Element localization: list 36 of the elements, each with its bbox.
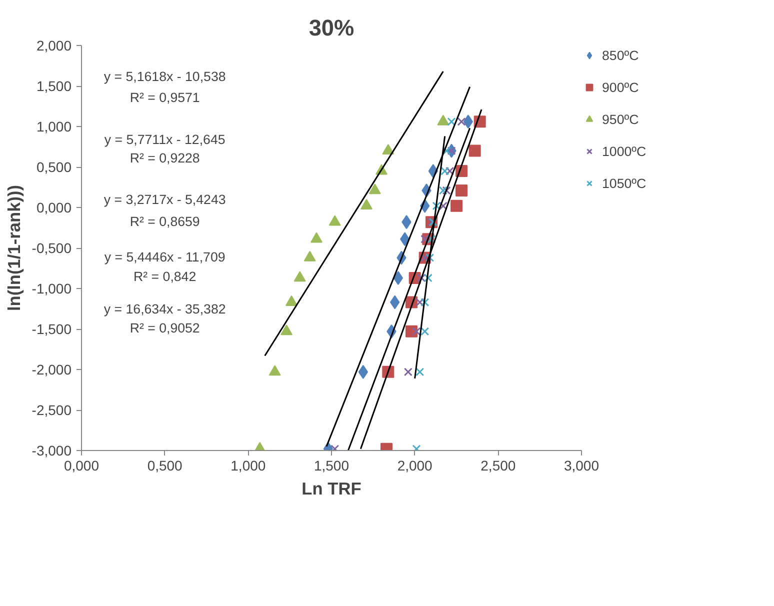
x-tick-label: 0,000 <box>64 458 100 474</box>
y-axis-title: ln(ln(1/1-rank))) <box>4 184 24 312</box>
x-tick-label: 2,500 <box>480 458 516 474</box>
annotation: R² = 0,9228 <box>130 150 200 166</box>
y-tick-label: 2,000 <box>36 38 72 54</box>
x-tick-label: 1,500 <box>314 458 350 474</box>
x-tick-label: 1,000 <box>230 458 266 474</box>
annotation: R² = 0,8659 <box>130 214 200 229</box>
y-tick-label: 0,000 <box>36 200 72 216</box>
annotation: y = 5,7711x - 12,645 <box>104 132 226 147</box>
annotation: R² = 0,842 <box>134 268 196 284</box>
y-tick-label: 1,500 <box>36 78 72 94</box>
legend-label: 950ºC <box>602 112 639 126</box>
chart-title: 30% <box>308 14 354 40</box>
annotation: y = 5,4446x - 11,709 <box>104 249 226 264</box>
y-tick-label: -2,000 <box>32 362 72 378</box>
x-tick-label: 3,000 <box>564 458 600 474</box>
x-tick-label: 2,000 <box>397 458 433 474</box>
x-axis-title: Ln TRF <box>302 478 362 498</box>
y-tick-label: -0,500 <box>32 240 72 256</box>
legend-label: 900ºC <box>602 80 639 94</box>
annotation: y = 3,2717x - 5,4243 <box>104 192 226 207</box>
legend-label: 1000ºC <box>602 144 646 158</box>
legend-label: 1050ºC <box>602 176 646 190</box>
y-tick-label: -2,500 <box>32 402 72 418</box>
y-tick-label: 0,500 <box>36 159 72 175</box>
x-tick-label: 0,500 <box>147 458 183 474</box>
y-tick-label: 1,000 <box>36 118 72 134</box>
legend-label: 850ºC <box>602 48 639 62</box>
y-tick-label: -3,000 <box>32 442 72 458</box>
annotation: y = 16,634x - 35,382 <box>104 301 226 316</box>
y-tick-label: -1,500 <box>32 321 72 337</box>
annotation: R² = 0,9571 <box>130 90 200 105</box>
annotation: y = 5,1618x - 10,538 <box>104 68 226 84</box>
y-tick-label: -1,000 <box>32 280 72 296</box>
annotation: R² = 0,9052 <box>130 320 200 336</box>
